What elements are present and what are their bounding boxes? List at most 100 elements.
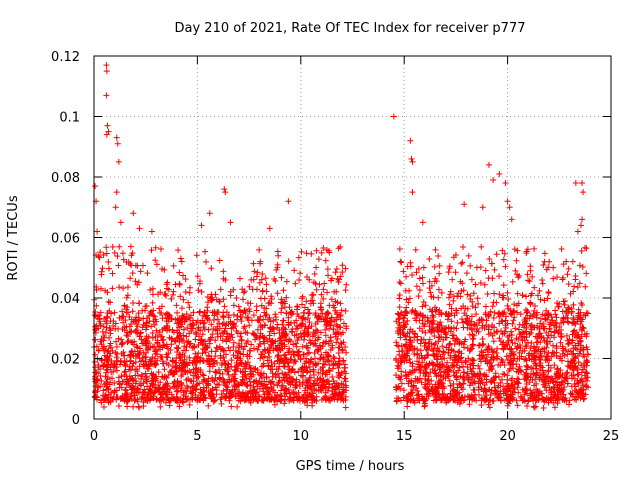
data-point — [160, 336, 167, 343]
data-point — [152, 244, 159, 251]
data-point — [421, 402, 428, 409]
data-point — [200, 384, 207, 391]
data-point — [212, 353, 219, 360]
data-point — [560, 298, 567, 305]
data-point — [402, 333, 409, 340]
data-point — [118, 341, 125, 348]
data-point — [299, 373, 306, 380]
data-point — [416, 364, 423, 371]
data-point — [118, 336, 125, 343]
data-point — [292, 382, 299, 389]
data-point — [560, 261, 567, 268]
data-point — [142, 337, 149, 344]
data-point — [431, 341, 438, 348]
data-point — [555, 374, 562, 381]
data-point — [182, 288, 189, 295]
data-point — [251, 268, 258, 275]
data-point — [514, 355, 521, 362]
data-point — [300, 309, 307, 316]
data-point — [582, 375, 589, 382]
data-point — [130, 360, 137, 367]
data-point — [546, 357, 553, 364]
data-point — [579, 216, 586, 223]
data-point — [148, 323, 155, 330]
data-point — [131, 397, 138, 404]
data-point — [209, 377, 216, 384]
data-point — [440, 368, 447, 375]
data-point — [528, 364, 535, 371]
data-point — [543, 387, 550, 394]
data-point — [432, 393, 439, 400]
data-point — [426, 336, 433, 343]
data-point — [240, 296, 247, 303]
data-point — [439, 351, 446, 358]
data-point — [316, 342, 323, 349]
data-point — [318, 249, 325, 256]
data-point — [165, 315, 172, 322]
data-point — [477, 380, 484, 387]
data-point — [315, 369, 322, 376]
y-tick-label: 0.02 — [51, 353, 80, 368]
data-point — [553, 370, 560, 377]
data-point — [540, 334, 547, 341]
data-point — [536, 392, 543, 399]
data-point — [189, 317, 196, 324]
data-point — [269, 394, 276, 401]
data-point — [565, 340, 572, 347]
data-point — [104, 353, 111, 360]
data-point — [93, 380, 100, 387]
data-point — [464, 345, 471, 352]
data-point — [297, 270, 304, 277]
data-point — [514, 290, 521, 297]
data-point — [304, 367, 311, 374]
data-point — [135, 310, 142, 317]
data-point — [227, 347, 234, 354]
data-point — [136, 363, 143, 370]
data-point — [437, 373, 444, 380]
data-point — [412, 308, 419, 315]
data-point — [237, 393, 244, 400]
data-point — [211, 360, 218, 367]
data-point — [148, 228, 155, 235]
data-point — [322, 332, 329, 339]
data-point — [459, 319, 466, 326]
data-point — [177, 255, 184, 262]
data-point — [556, 323, 563, 330]
data-point — [529, 313, 536, 320]
data-point — [115, 262, 122, 269]
data-point — [103, 250, 110, 257]
data-point — [469, 356, 476, 363]
data-point — [163, 360, 170, 367]
data-point — [563, 370, 570, 377]
data-point — [291, 267, 298, 274]
data-point — [163, 341, 170, 348]
data-point — [301, 387, 308, 394]
data-point — [545, 290, 552, 297]
data-point — [173, 302, 180, 309]
data-point — [458, 260, 465, 267]
data-point — [318, 396, 325, 403]
data-point — [265, 362, 272, 369]
data-point — [135, 317, 142, 324]
data-point — [495, 373, 502, 380]
data-point — [215, 366, 222, 373]
data-point — [124, 284, 131, 291]
data-point — [278, 337, 285, 344]
data-point — [513, 335, 520, 342]
data-point — [280, 287, 287, 294]
data-point — [311, 271, 318, 278]
data-point — [150, 312, 157, 319]
data-point — [202, 349, 209, 356]
data-point — [232, 323, 239, 330]
data-point — [499, 311, 506, 318]
data-point — [109, 396, 116, 403]
data-point — [109, 243, 116, 250]
data-point — [285, 314, 292, 321]
data-point — [241, 371, 248, 378]
data-point — [120, 313, 127, 320]
data-point — [329, 374, 336, 381]
data-point — [340, 339, 347, 346]
data-point — [525, 398, 532, 405]
data-point — [320, 339, 327, 346]
data-point — [139, 388, 146, 395]
